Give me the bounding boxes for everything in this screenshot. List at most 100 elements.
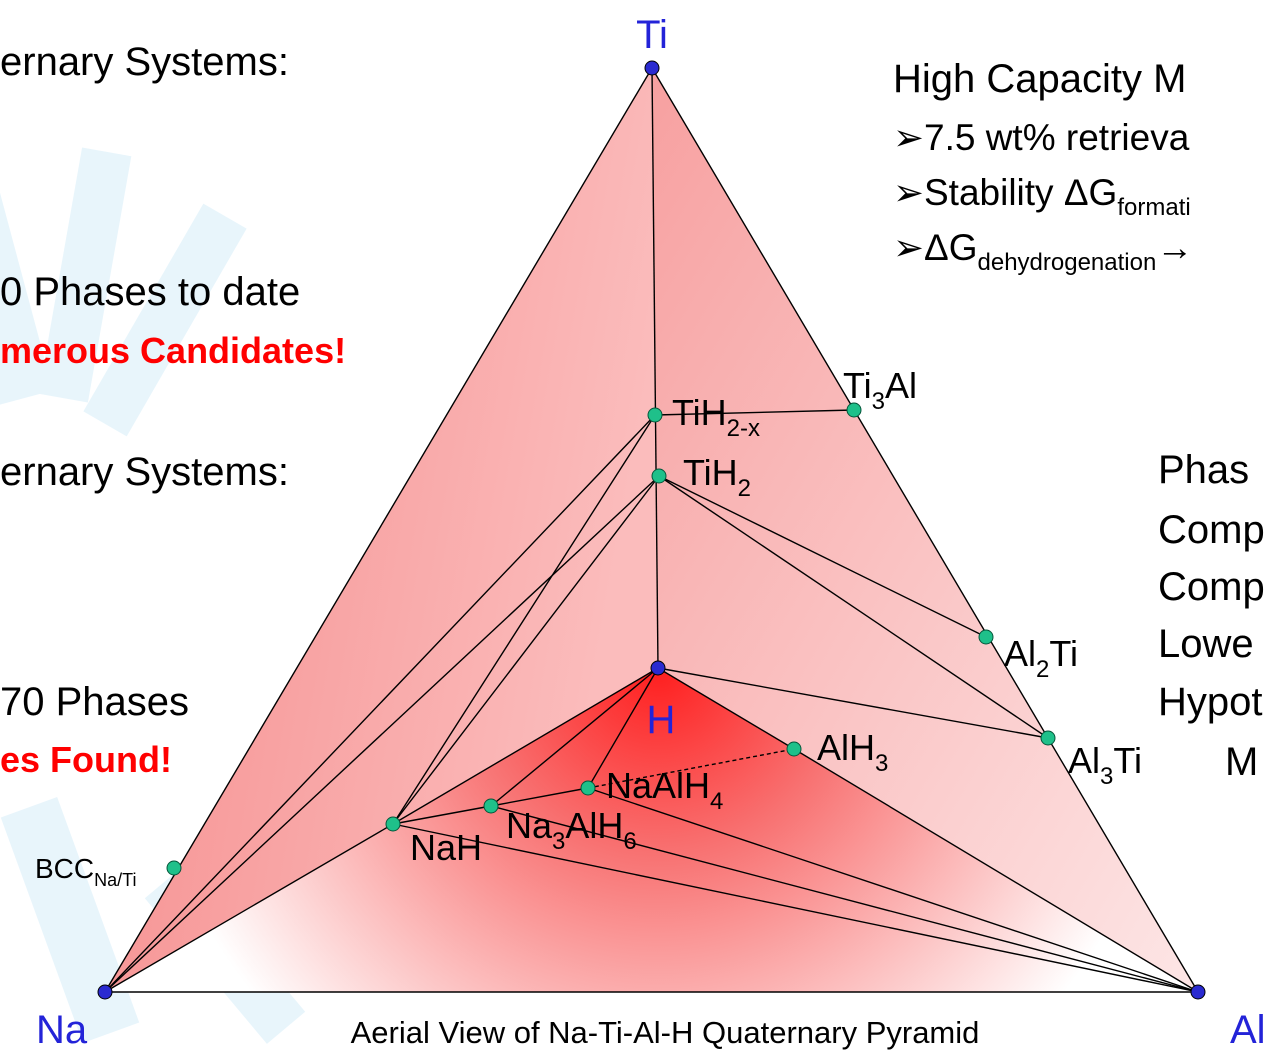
phase-point: [846, 402, 862, 418]
tie-line: [654, 409, 855, 416]
left-highlight: es Found!: [0, 739, 172, 780]
phase-point: [483, 798, 499, 814]
left-text: 70 Phases: [0, 680, 189, 724]
right-heading: High Capacity M: [893, 57, 1186, 101]
left-highlight: merous Candidates!: [0, 330, 346, 371]
right-list-item: Comp: [1158, 508, 1265, 552]
vertex-label: Na: [36, 1008, 88, 1051]
text-part: AlH: [817, 727, 875, 768]
vertex-point: [650, 660, 666, 676]
vertex-point: [1190, 984, 1206, 1000]
right-list-item: Hypot: [1158, 680, 1263, 724]
face-ti-na-h: [105, 68, 658, 992]
phase-label: AlH3: [817, 727, 888, 777]
phase-point: [786, 741, 802, 757]
text-part: Al: [1068, 740, 1100, 781]
phase-label: NaAlH4: [606, 765, 723, 815]
phase-label: NaH: [410, 827, 482, 868]
phase-point: [166, 860, 182, 876]
text-part: →: [1156, 227, 1193, 268]
left-text: ernary Systems:: [0, 40, 289, 84]
subscript: 3: [872, 388, 885, 415]
phase-label: TiH2: [683, 452, 751, 502]
tie-line: [104, 475, 660, 993]
tie-line: [793, 748, 1199, 993]
tie-line: [587, 787, 1199, 993]
tie-line: [104, 414, 656, 993]
right-list-item: M: [1225, 740, 1258, 784]
phase-point: [385, 816, 401, 832]
phase-label: TiH2-x: [672, 392, 760, 442]
subscript: 3: [1100, 763, 1113, 790]
text-part: Al: [1004, 633, 1036, 674]
phase-label: BCCNa/Ti: [35, 853, 136, 890]
tie-line: [392, 805, 492, 825]
subscript: 2: [738, 475, 751, 502]
text-part: Al: [885, 365, 917, 406]
tie-line: [651, 67, 1199, 993]
vertex-label: H: [647, 698, 676, 742]
phase-point: [647, 407, 663, 423]
phase-point: [580, 780, 596, 796]
text-part: AlH: [565, 805, 623, 846]
tie-line: [104, 67, 653, 993]
face-na-al-h: [105, 668, 1198, 992]
phase-point: [1040, 730, 1056, 746]
vertex-point: [644, 60, 660, 76]
phase-point: [651, 468, 667, 484]
subscript: formati: [1117, 194, 1190, 221]
subscript: dehydrogenation: [978, 249, 1157, 276]
vertex-point: [97, 984, 113, 1000]
text-part: Na: [506, 805, 553, 846]
phase-label: Ti3Al: [843, 365, 917, 415]
phase-label: Al3Ti: [1068, 740, 1142, 790]
caption: Aerial View of Na-Ti-Al-H Quaternary Pyr…: [351, 1015, 980, 1050]
text-part: BCC: [35, 853, 94, 884]
text-part: Ti: [843, 365, 872, 406]
vertex-label: Ti: [636, 13, 668, 57]
tie-line: [657, 667, 1049, 739]
left-text: 0 Phases to date: [0, 270, 300, 314]
tie-line: [490, 805, 1199, 993]
text-part: Ti: [1049, 633, 1078, 674]
left-text: ernary Systems:: [0, 450, 289, 494]
right-list-item: Phas: [1158, 448, 1249, 492]
right-list-item: Lowe: [1158, 622, 1254, 666]
tie-line: [651, 67, 659, 669]
vertex-label: Al: [1230, 1008, 1266, 1051]
tie-line: [587, 667, 659, 789]
text-part: TiH: [683, 452, 738, 493]
phase-label: Na3AlH6: [506, 805, 637, 855]
tie-line: [392, 823, 1199, 993]
phase-label: Al2Ti: [1004, 633, 1078, 683]
tie-line: [490, 787, 589, 807]
phase-point: [978, 629, 994, 645]
text-part: TiH: [672, 392, 727, 433]
tie-line: [392, 667, 659, 825]
tie-line: [392, 475, 660, 825]
subscript: 4: [710, 788, 723, 815]
text-part: NaH: [410, 827, 482, 868]
subscript: 3: [875, 750, 888, 777]
tie-line: [104, 823, 394, 993]
right-list: Phas Comp Comp Lowe Hypot M: [1158, 448, 1265, 784]
tie-line: [658, 475, 1049, 739]
phase-diagram: TiH2-xTiH2Ti3AlAl2TiAl3TiAlH3NaAlH4Na3Al…: [35, 60, 1206, 1000]
right-bullet: ➢7.5 wt% retrieva: [893, 117, 1190, 158]
text-part: Ti: [1113, 740, 1142, 781]
tie-line: [490, 667, 659, 807]
right-bullet: ➢ΔGdehydrogenation→: [893, 227, 1193, 276]
text-part: ➢ΔG: [893, 227, 978, 268]
subscript: Na/Ti: [94, 870, 136, 890]
tie-line: [658, 475, 987, 638]
subscript: 6: [623, 828, 636, 855]
right-list-item: Comp: [1158, 565, 1265, 609]
text-part: NaAlH: [606, 765, 710, 806]
tie-line: [657, 667, 795, 750]
text-part: ➢Stability ΔG: [893, 172, 1117, 213]
subscript: 3: [552, 828, 565, 855]
subscript: 2: [1036, 656, 1049, 683]
right-bullet: ➢Stability ΔGformati: [893, 172, 1191, 221]
